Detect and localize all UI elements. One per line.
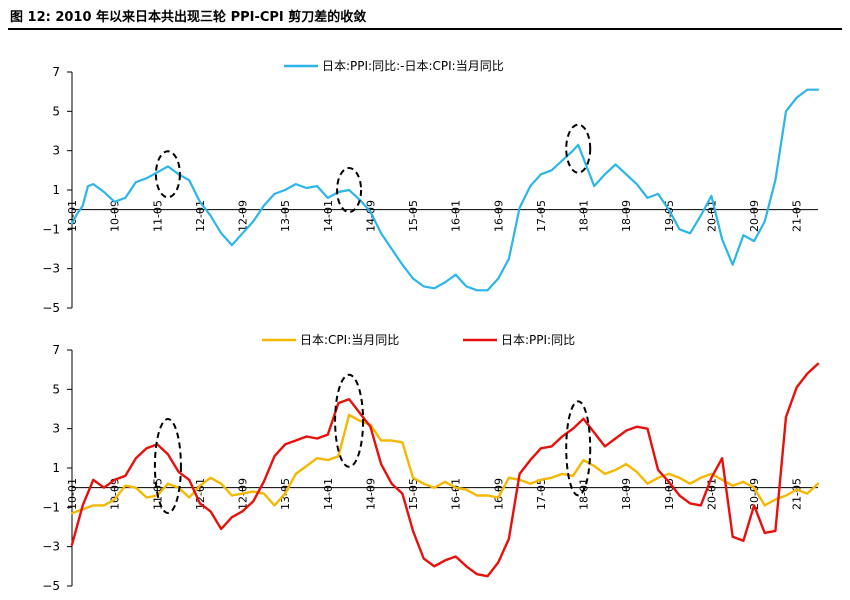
- x-tick-label: 20-09: [748, 200, 761, 232]
- x-tick-label: 16-09: [492, 478, 505, 510]
- dashed-ellipse-annotation: [336, 167, 363, 213]
- y-tick-label: 1: [52, 461, 60, 475]
- x-tick-label: 16-01: [450, 200, 463, 232]
- legend-label: 日本:PPI:同比: [501, 333, 575, 347]
- series-line-2: [70, 362, 820, 578]
- x-tick-label: 10-09: [109, 200, 122, 232]
- x-tick-label: 12-01: [194, 200, 207, 232]
- x-tick-label: 18-09: [620, 478, 633, 510]
- legend-label: 日本:PPI:同比:-日本:CPI:当月同比: [322, 59, 504, 73]
- dashed-ellipse-annotation: [154, 150, 181, 199]
- x-tick-label: 11-05: [151, 200, 164, 232]
- y-tick-label: −1: [42, 500, 60, 514]
- y-tick-label: −3: [42, 262, 60, 276]
- title-rule: [8, 28, 842, 30]
- y-tick-label: −5: [42, 301, 60, 315]
- y-tick-label: 5: [52, 104, 60, 118]
- dashed-ellipse-annotation: [565, 400, 592, 497]
- y-tick-label: −3: [42, 540, 60, 554]
- y-tick-label: 1: [52, 183, 60, 197]
- x-tick-label: 17-05: [535, 478, 548, 510]
- x-tick-label: 10-01: [66, 200, 79, 232]
- x-tick-label: 18-01: [578, 200, 591, 232]
- y-tick-label: −1: [42, 222, 60, 236]
- x-tick-label: 12-09: [237, 200, 250, 232]
- x-tick-label: 14-09: [364, 200, 377, 232]
- x-tick-label: 15-05: [407, 200, 420, 232]
- x-tick-label: 18-09: [620, 200, 633, 232]
- y-tick-label: 5: [52, 382, 60, 396]
- x-tick-label: 21-05: [791, 200, 804, 232]
- x-tick-label: 16-09: [492, 200, 505, 232]
- x-tick-label: 13-05: [279, 200, 292, 232]
- x-tick-label: 12-01: [194, 478, 207, 510]
- legend-label: 日本:CPI:当月同比: [300, 333, 399, 347]
- x-tick-label: 14-01: [322, 200, 335, 232]
- figure-title: 图 12: 2010 年以来日本共出现三轮 PPI-CPI 剪刀差的收敛: [10, 10, 367, 25]
- x-tick-label: 15-05: [407, 478, 420, 510]
- x-tick-label: 17-05: [535, 200, 548, 232]
- dashed-ellipse-annotation: [153, 418, 182, 515]
- x-tick-label: 14-09: [364, 478, 377, 510]
- x-tick-label: 21-05: [791, 478, 804, 510]
- x-tick-label: 16-01: [450, 478, 463, 510]
- x-tick-label: 18-01: [578, 478, 591, 510]
- y-tick-label: 3: [52, 422, 60, 436]
- x-tick-label: 10-01: [66, 478, 79, 510]
- series-line-1: [70, 413, 820, 515]
- series-line-1: [70, 88, 820, 292]
- y-tick-label: −5: [42, 579, 60, 593]
- y-tick-label: 3: [52, 144, 60, 158]
- y-tick-label: 7: [52, 343, 60, 357]
- dashed-ellipse-annotation: [334, 373, 365, 468]
- x-tick-label: 19-05: [663, 200, 676, 232]
- x-tick-label: 14-01: [322, 478, 335, 510]
- dashed-ellipse-annotation: [565, 123, 592, 174]
- x-tick-label: 20-01: [705, 478, 718, 510]
- y-tick-label: 7: [52, 65, 60, 79]
- top-chart: 7 5 3 1 −1 −3 −5 10-01 10-09 11-05 12-01 12-09 13-05…: [42, 59, 820, 315]
